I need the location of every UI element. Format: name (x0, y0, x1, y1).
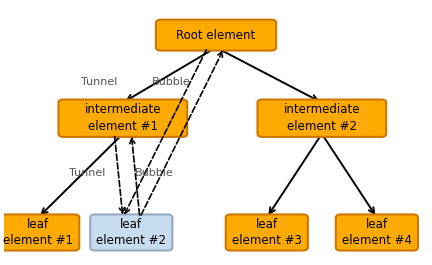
Text: Bubble: Bubble (135, 168, 174, 178)
FancyBboxPatch shape (90, 214, 172, 250)
FancyBboxPatch shape (257, 100, 386, 137)
FancyBboxPatch shape (58, 100, 187, 137)
Text: leaf
element #2: leaf element #2 (96, 218, 166, 247)
Text: intermediate
element #2: intermediate element #2 (283, 103, 360, 133)
Text: Bubble: Bubble (152, 77, 191, 87)
Text: Tunnel: Tunnel (81, 77, 118, 87)
Text: leaf
element #1: leaf element #1 (3, 218, 73, 247)
FancyBboxPatch shape (0, 214, 79, 250)
Text: intermediate
element #1: intermediate element #1 (85, 103, 161, 133)
Text: leaf
element #3: leaf element #3 (232, 218, 302, 247)
Text: Tunnel: Tunnel (69, 168, 105, 178)
FancyBboxPatch shape (156, 20, 276, 51)
Text: leaf
element #4: leaf element #4 (342, 218, 412, 247)
Text: Root element: Root element (176, 29, 256, 42)
FancyBboxPatch shape (226, 214, 308, 250)
FancyBboxPatch shape (336, 214, 418, 250)
